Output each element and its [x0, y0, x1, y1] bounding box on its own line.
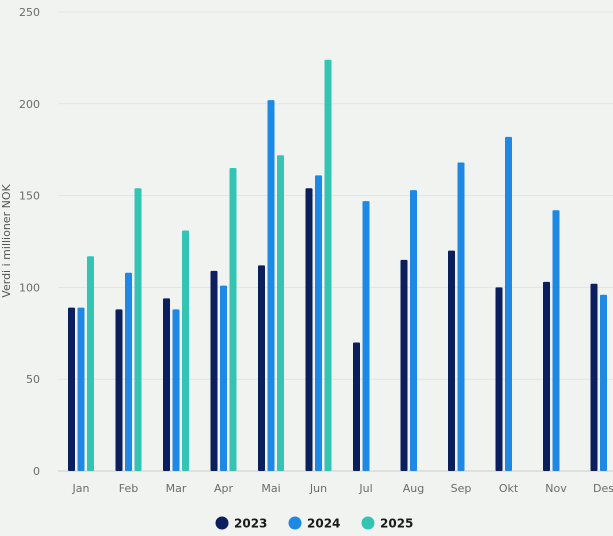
legend: 2023 2024 2025: [215, 516, 414, 531]
bar-2025-Jun: [324, 59, 332, 472]
x-tick-label: Jul: [358, 482, 372, 495]
y-axis-label: Verdi i millioner NOK: [0, 184, 13, 298]
bar-2023-Apr: [210, 270, 218, 471]
y-axis-ticks: 0 50 100 150 200 250: [19, 6, 40, 478]
legend-item-2025[interactable]: 2025: [361, 516, 414, 531]
bar-2025-Mai: [277, 155, 284, 471]
bar-2024-Sep: [457, 162, 465, 471]
bar-2024-Okt: [505, 136, 512, 471]
bar-2023-Sep: [448, 250, 455, 471]
x-tick-label: Aug: [403, 482, 424, 495]
bar-2024-Mar: [172, 309, 180, 471]
bar-2024-Feb: [125, 272, 132, 471]
bar-2024-Jun: [315, 175, 322, 472]
legend-marker: [215, 516, 229, 530]
bar-2025-Feb: [134, 188, 142, 472]
bar-2023-Nov: [543, 281, 550, 471]
legend-item-2024[interactable]: 2024: [288, 516, 341, 531]
y-tick-label: 200: [19, 98, 40, 111]
bar-2023-Okt: [495, 287, 503, 471]
x-tick-label: Mar: [166, 482, 187, 495]
y-tick-label: 100: [19, 281, 40, 294]
bar-2023-Feb: [115, 309, 123, 471]
x-tick-label: Jan: [72, 482, 90, 495]
x-tick-label: Feb: [119, 482, 138, 495]
bar-2023-Des: [590, 283, 598, 471]
x-axis-ticks: Jan Feb Mar Apr Mai Jun Jul Aug Sep Okt Nov Des: [72, 482, 613, 495]
legend-label: 2025: [380, 517, 413, 531]
x-tick-label: Apr: [214, 482, 234, 495]
y-tick-label: 250: [19, 6, 40, 19]
bar-2023-Aug: [400, 259, 408, 471]
x-tick-label: Okt: [499, 482, 519, 495]
x-tick-label: Sep: [451, 482, 472, 495]
bar-2024-Apr: [220, 285, 227, 471]
bar-2023-Mai: [258, 265, 265, 471]
bar-2025-Apr: [229, 168, 237, 471]
y-tick-label: 150: [19, 190, 40, 203]
x-tick-label: Des: [593, 482, 613, 495]
gridlines: [58, 11, 613, 472]
y-tick-label: 0: [33, 465, 40, 478]
bars: [68, 59, 607, 472]
bar-2025-Mar: [182, 230, 189, 471]
legend-marker: [288, 516, 302, 530]
x-tick-label: Mai: [261, 482, 280, 495]
x-tick-label: Nov: [545, 482, 567, 495]
bar-2024-Des: [600, 294, 607, 471]
y-tick-label: 50: [26, 373, 40, 386]
bar-2024-Nov: [552, 210, 560, 471]
bar-2023-Jul: [353, 342, 360, 471]
bar-2024-Jan: [77, 307, 85, 471]
bar-2023-Jun: [305, 188, 313, 472]
legend-label: 2023: [234, 517, 267, 531]
bar-2023-Mar: [163, 298, 170, 471]
legend-label: 2024: [307, 517, 340, 531]
x-tick-label: Jun: [309, 482, 327, 495]
bar-2024-Jul: [362, 201, 370, 471]
bar-2025-Jan: [87, 256, 94, 471]
legend-marker: [361, 516, 375, 530]
bar-2024-Mai: [267, 100, 275, 472]
legend-item-2023[interactable]: 2023: [215, 516, 268, 531]
bar-2024-Aug: [410, 190, 417, 472]
bar-2023-Jan: [68, 307, 75, 471]
